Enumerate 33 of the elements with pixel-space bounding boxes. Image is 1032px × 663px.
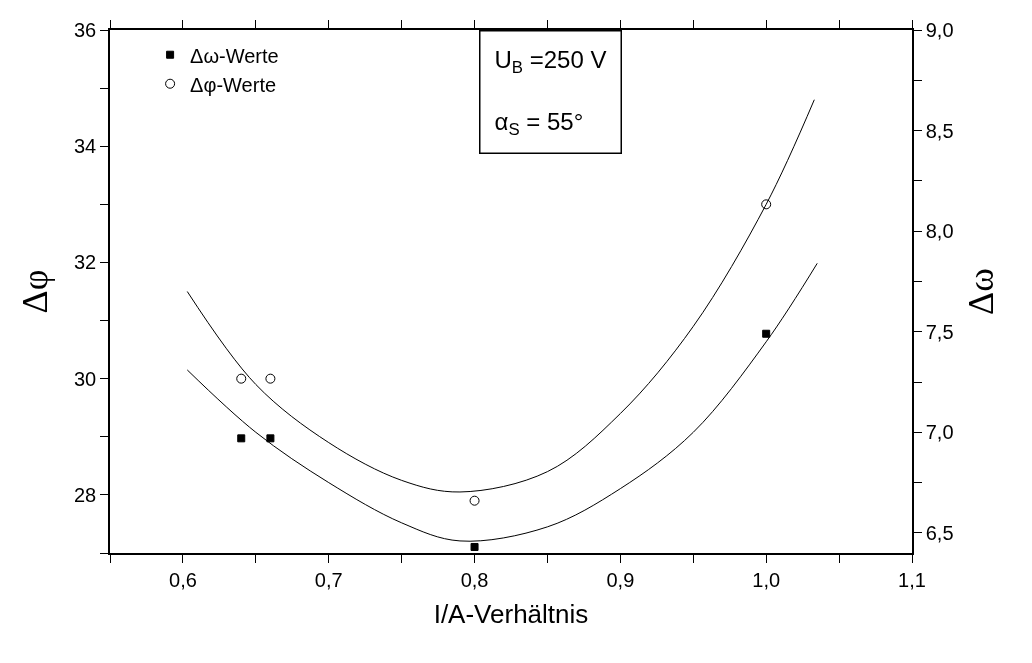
- y2-tick-label: 8,0: [925, 220, 954, 243]
- point: [470, 542, 479, 551]
- x-tick-label: 0,7: [314, 568, 343, 591]
- x-tick-label: 1,0: [752, 568, 781, 591]
- y2-tick-label: 9,0: [925, 19, 954, 41]
- annotation: U$_{B}$ =250 V: [494, 45, 607, 77]
- y-tick-label: 34: [74, 135, 97, 158]
- y2-tick-label: 7,5: [925, 320, 954, 343]
- y2-tick-label: 8,5: [925, 119, 954, 142]
- y-tick-label: 30: [74, 367, 97, 390]
- x-tick-label: 0,8: [460, 568, 489, 591]
- y2-tick-label: 7,0: [925, 421, 954, 444]
- point: [761, 199, 772, 210]
- point: [237, 434, 246, 443]
- y2-axis-title: Δω: [960, 268, 1001, 315]
- annotation: α$_{S}$ = 55°: [494, 107, 584, 139]
- x-tick-label: 1,1: [898, 568, 926, 591]
- y-tick-label: 32: [74, 251, 97, 274]
- point: [762, 329, 771, 338]
- line-series: [186, 99, 815, 493]
- y2-tick-label: 6,5: [925, 521, 954, 544]
- legend-label: Δφ-Werte: [190, 73, 277, 96]
- point: [266, 434, 275, 443]
- legend-label: Δω-Werte: [190, 44, 279, 67]
- point: [236, 373, 247, 384]
- y-axis-title: Δφ: [15, 269, 56, 314]
- point: [469, 495, 480, 506]
- point: [265, 373, 276, 384]
- y-tick-label: 28: [74, 483, 97, 506]
- x-tick-label: 0,9: [606, 568, 635, 591]
- x-tick-label: 0,6: [169, 568, 197, 591]
- y-tick-label: 36: [74, 19, 97, 41]
- x-axis-title: I/A-Verhältnis: [433, 598, 589, 629]
